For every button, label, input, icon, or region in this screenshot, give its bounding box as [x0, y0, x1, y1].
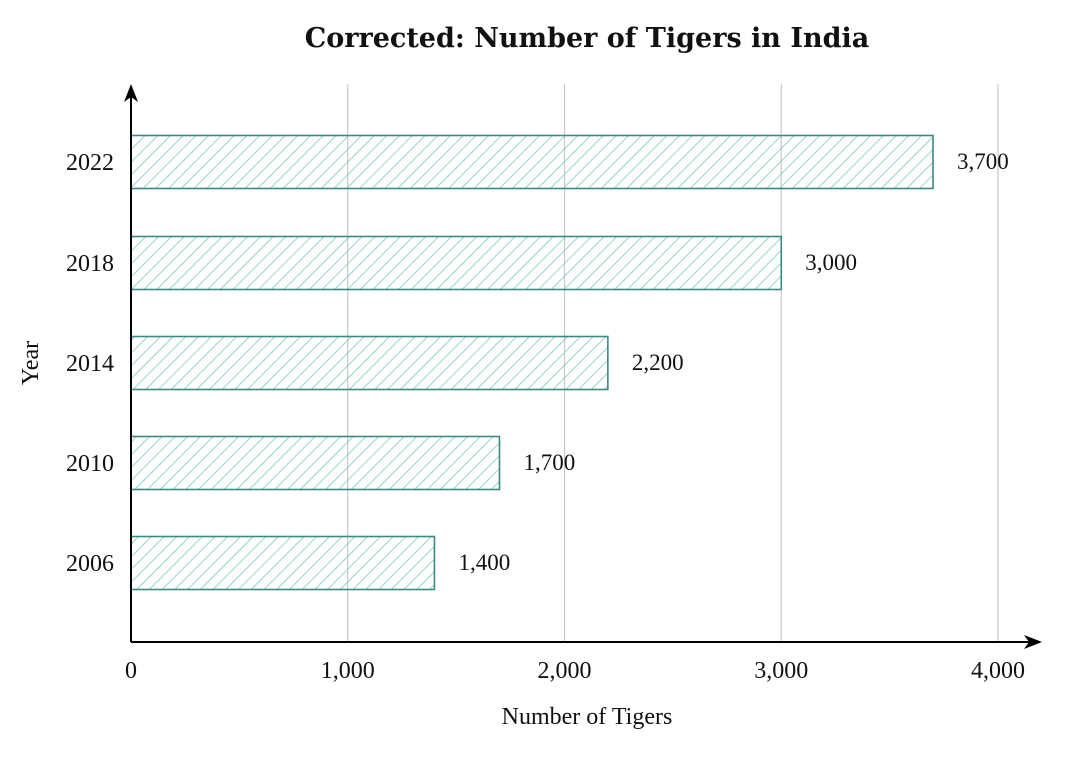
x-tick-label: 4,000	[971, 658, 1025, 684]
x-tick-label: 1,000	[321, 658, 375, 684]
bar-2014	[130, 335, 609, 391]
x-axis-label: Number of Tigers	[502, 704, 673, 730]
bars	[130, 134, 934, 591]
y-tick-label-2010: 2010	[66, 451, 114, 477]
x-tick-label: 2,000	[538, 658, 592, 684]
x-tick-labels: 0 1,000 2,000 3,000 4,000	[125, 658, 1025, 684]
bar-value-label-2014: 2,200	[632, 350, 684, 375]
bar-2010	[130, 435, 501, 491]
y-tick-label-2018: 2018	[66, 251, 114, 277]
y-tick-labels: 2006 2010 2014 2018 2022	[66, 150, 114, 577]
bar-value-label-2010: 1,700	[523, 450, 575, 475]
bar-2006	[130, 535, 436, 591]
y-tick-label-2006: 2006	[66, 551, 114, 577]
bar-value-label-2006: 1,400	[458, 550, 510, 575]
chart-title: Corrected: Number of Tigers in India	[305, 23, 869, 54]
y-axis-label: Year	[18, 341, 44, 385]
bar-2018	[130, 235, 783, 291]
x-axis-arrow	[1024, 635, 1042, 649]
y-tick-label-2022: 2022	[66, 150, 114, 176]
x-tick-label: 3,000	[754, 658, 808, 684]
axes	[124, 84, 1042, 649]
bar-value-label-2022: 3,700	[957, 149, 1009, 174]
y-tick-label-2014: 2014	[66, 351, 114, 377]
x-tick-label: 0	[125, 658, 137, 684]
bar-value-label-2018: 3,000	[805, 250, 857, 275]
bar-2022	[130, 134, 934, 190]
y-axis-arrow	[124, 84, 138, 102]
bar-value-labels: 1,400 1,700 2,200 3,000 3,700	[458, 149, 1008, 575]
